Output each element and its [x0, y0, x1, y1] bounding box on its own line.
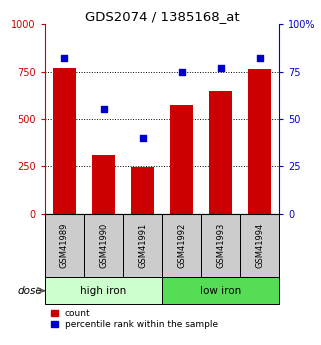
Title: GDS2074 / 1385168_at: GDS2074 / 1385168_at: [85, 10, 239, 23]
Bar: [248, 69, 272, 214]
Point: [62, 56, 67, 61]
Bar: [131, 167, 154, 214]
Bar: [162, 277, 279, 304]
Bar: [170, 105, 193, 214]
Text: GSM41991: GSM41991: [138, 223, 147, 268]
Bar: [84, 214, 123, 277]
Text: GSM41990: GSM41990: [99, 223, 108, 268]
Point: [101, 107, 106, 112]
Bar: [92, 155, 115, 214]
Text: dose: dose: [17, 286, 42, 296]
Point: [179, 69, 184, 74]
Bar: [53, 68, 76, 214]
Bar: [45, 277, 162, 304]
Text: low iron: low iron: [200, 286, 241, 296]
Text: GSM41993: GSM41993: [216, 223, 225, 268]
Text: GSM41989: GSM41989: [60, 223, 69, 268]
Point: [218, 65, 223, 70]
Point: [140, 135, 145, 141]
Bar: [209, 91, 232, 214]
Bar: [240, 214, 279, 277]
Bar: [201, 214, 240, 277]
Bar: [162, 214, 201, 277]
Bar: [123, 214, 162, 277]
Text: GSM41994: GSM41994: [255, 223, 264, 268]
Bar: [45, 214, 84, 277]
Text: high iron: high iron: [80, 286, 127, 296]
Text: GSM41992: GSM41992: [177, 223, 186, 268]
Legend: count, percentile rank within the sample: count, percentile rank within the sample: [49, 307, 220, 331]
Point: [257, 56, 262, 61]
